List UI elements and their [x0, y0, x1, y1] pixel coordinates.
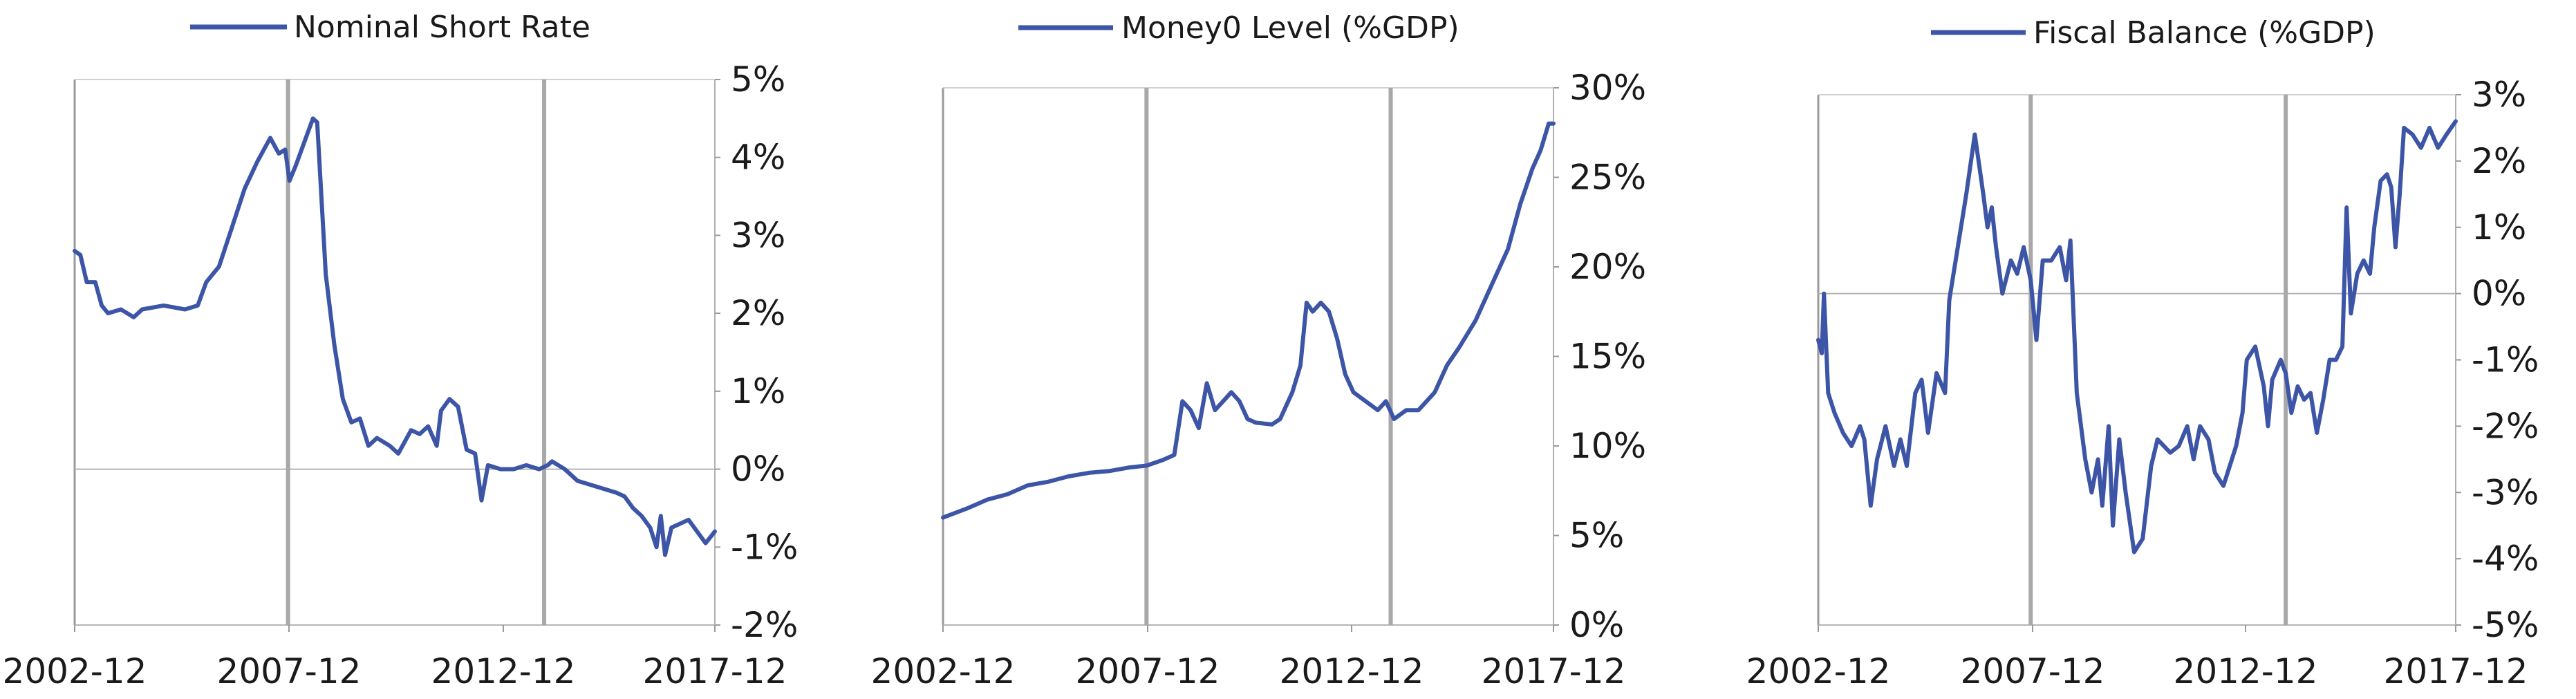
x-tick-label: 2012-12 [2174, 651, 2318, 691]
y-tick-label: 20% [1569, 247, 1646, 287]
y-tick-label: 2% [731, 293, 785, 333]
y-tick-label: 10% [1569, 426, 1646, 466]
y-tick-label: 25% [1569, 158, 1646, 198]
y-tick-label: 3% [2472, 75, 2526, 115]
y-tick-label: 15% [1569, 337, 1646, 377]
x-tick-label: 2002-12 [1746, 651, 1891, 691]
y-tick-label: 0% [1569, 605, 1624, 645]
y-tick-label: 0% [731, 449, 785, 490]
series-line [1816, 119, 2458, 554]
legend-label: Nominal Short Rate [294, 10, 590, 45]
x-tick-label: 2007-12 [1961, 651, 2105, 691]
y-tick-label: 30% [1569, 68, 1646, 108]
series-line [941, 121, 1556, 520]
y-tick-label: -3% [2472, 472, 2539, 512]
y-tick-label: 0% [2472, 274, 2526, 314]
x-tick-label: 2002-12 [3, 651, 147, 691]
legend-label: Fiscal Balance (%GDP) [2033, 15, 2376, 50]
chart-1: Nominal Short Rate -2% -1% 0% 1% 2% 3% 4% 5% 2002… [3, 10, 799, 691]
x-tick-label: 2017-12 [643, 651, 787, 691]
y-tick-label: -1% [2472, 340, 2539, 380]
y-tick-label: 5% [1569, 516, 1624, 556]
chart-2: Money0 Level (%GDP) 0% 5% 10% 15% 20% 25% 30% 20… [871, 10, 1647, 691]
x-tick-label: 2017-12 [1482, 651, 1626, 691]
y-tick-label: 4% [731, 138, 785, 178]
x-tick-label: 2012-12 [1280, 651, 1424, 691]
y-tick-label: -2% [2472, 406, 2539, 446]
y-tick-label: -4% [2472, 539, 2539, 579]
y-tick-label: 1% [2472, 207, 2526, 248]
chart-3: Fiscal Balance (%GDP) -5% -4% -3% -2% -1% 0% 1%… [1746, 15, 2539, 691]
x-tick-label: 2007-12 [1076, 651, 1220, 691]
x-tick-label: 2007-12 [217, 651, 362, 691]
x-tick-label: 2017-12 [2384, 651, 2528, 691]
y-tick-label: -5% [2472, 605, 2539, 645]
y-tick-label: 1% [731, 371, 785, 411]
y-tick-label: -1% [731, 527, 798, 567]
y-tick-label: 5% [731, 59, 785, 100]
series-line [73, 116, 717, 557]
x-tick-label: 2012-12 [431, 651, 576, 691]
y-tick-label: -2% [731, 605, 798, 645]
x-tick-label: 2002-12 [871, 651, 1016, 691]
y-tick-label: 3% [731, 215, 785, 255]
y-tick-label: 2% [2472, 141, 2526, 181]
legend-label: Money0 Level (%GDP) [1121, 10, 1459, 46]
